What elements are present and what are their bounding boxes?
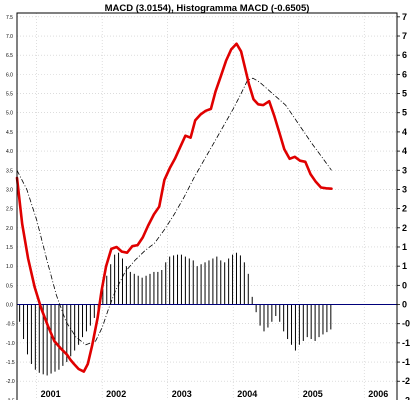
x-tick-label: 2002 [106, 389, 126, 399]
y-tick-label-right: 2 [402, 223, 407, 233]
macd-line [15, 42, 333, 373]
x-tick-label: 2006 [368, 389, 388, 399]
y-tick-label-right: 7 [402, 31, 407, 41]
y-tick-label-right: 2 [402, 204, 407, 214]
y-tick-label-right: -1 [402, 357, 410, 367]
y-tick-label-right: 5 [402, 108, 407, 118]
y-tick-label-left: 5.0 [6, 111, 13, 117]
y-tick-label-left: 1.5 [6, 245, 13, 251]
y-tick-label-left: -0.5 [6, 322, 15, 328]
y-tick-label-right: 7 [402, 12, 407, 22]
y-tick-label-left: 3.5 [6, 168, 13, 174]
y-axis-left: 7.5 7.0 6.5 6.0 5.5 5.0 4.5 4.0 3.5 3.0 2.5 2.0 1.5 1… [6, 15, 15, 400]
y-tick-label-left: 7.0 [6, 34, 13, 40]
y-tick-label-left: 0.0 [6, 303, 13, 309]
y-axis-right: 7 7 6 6 5 5 4 4 3 3 2 2 1 1 0 0 -0 -1 -1 -2 -2 [397, 12, 410, 400]
y-tick-label-right: 6 [402, 50, 407, 60]
y-tick-label-right: 5 [402, 89, 407, 99]
chart-title: MACD (3.0154), Histogramma MACD (-0.6505… [105, 3, 310, 14]
y-tick-label-left: 3.0 [6, 187, 13, 193]
y-tick-label-left: -2.0 [6, 379, 15, 385]
x-tick-label: 2003 [172, 389, 192, 399]
y-tick-label-right: 4 [402, 146, 407, 156]
y-tick-label-right: 1 [402, 242, 407, 252]
y-tick-label-left: 2.0 [6, 226, 13, 232]
x-tick-label: 2004 [237, 389, 257, 399]
y-tick-label-right: -1 [402, 338, 410, 348]
plot-frame [16, 12, 398, 400]
y-tick-label-left: 4.0 [6, 149, 13, 155]
y-tick-label-right: 3 [402, 165, 407, 175]
y-tick-label-right: 3 [402, 184, 407, 194]
grid [17, 13, 397, 400]
y-tick-label-left: 4.5 [6, 130, 13, 136]
y-tick-label-left: -2.5 [6, 398, 15, 400]
y-tick-label-right: -2 [402, 395, 410, 400]
y-tick-label-right: 4 [402, 127, 407, 137]
x-axis: 2001 2002 2003 2004 2005 2006 [41, 389, 389, 399]
histogram-bars [19, 252, 332, 376]
y-tick-label-left: 1.0 [6, 264, 13, 270]
y-tick-label-left: -1.5 [6, 360, 15, 366]
y-tick-label-right: -0 [402, 319, 410, 329]
y-tick-label-left: -1.0 [6, 341, 15, 347]
x-tick-label: 2001 [41, 389, 61, 399]
y-tick-label-right: -2 [402, 376, 410, 386]
x-tick-label: 2005 [303, 389, 323, 399]
y-tick-label-left: 6.0 [6, 72, 13, 78]
y-tick-label-right: 0 [402, 300, 407, 310]
y-tick-label-left: 7.5 [6, 15, 13, 21]
y-tick-label-right: 6 [402, 69, 407, 79]
signal-line [16, 77, 332, 346]
y-tick-label-left: 5.5 [6, 92, 13, 98]
y-tick-label-right: 0 [402, 280, 407, 290]
y-tick-label-right: 1 [402, 261, 407, 271]
y-tick-label-left: 0.5 [6, 283, 13, 289]
y-tick-label-left: 2.5 [6, 207, 13, 213]
y-tick-label-left: 6.5 [6, 53, 13, 59]
